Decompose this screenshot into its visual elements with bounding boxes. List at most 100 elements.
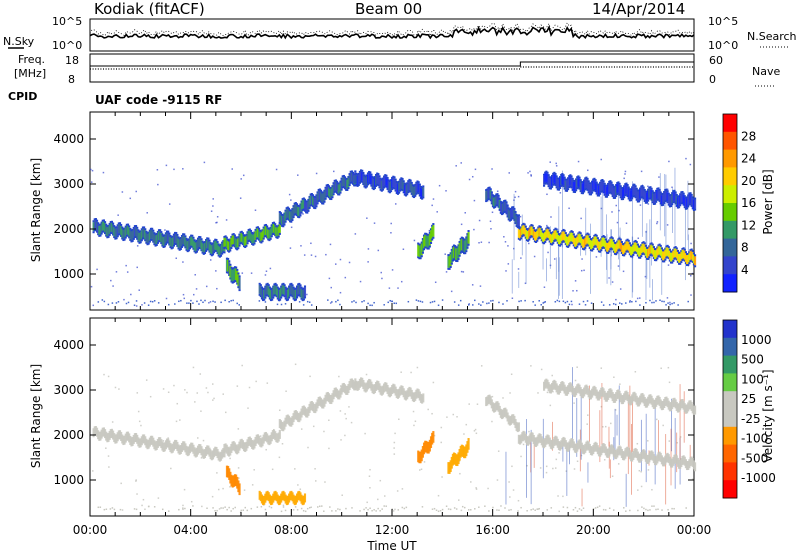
echo-edge — [279, 287, 282, 290]
ground-point — [111, 507, 114, 509]
ground-point — [198, 303, 200, 305]
scatter-point — [586, 423, 588, 425]
ground-point — [381, 508, 383, 510]
scatter-point — [622, 270, 625, 273]
ground-point — [449, 508, 452, 511]
scatter-point — [623, 177, 625, 180]
echo-cell — [361, 377, 364, 387]
scatter-point — [175, 420, 178, 423]
echo-cell — [595, 389, 598, 399]
echo-edge — [503, 210, 506, 213]
echo-cell — [581, 183, 585, 193]
echo-edge — [594, 244, 597, 247]
echo-cell — [656, 189, 659, 199]
echo-edge — [575, 189, 578, 192]
echo-edge — [350, 170, 353, 173]
echo-cell — [246, 233, 249, 243]
echo-edge — [229, 263, 232, 266]
echo-edge — [489, 188, 492, 191]
echo-cell — [529, 227, 532, 237]
echo-cell — [644, 452, 647, 462]
echo-band — [417, 223, 435, 260]
echo-cell — [508, 210, 511, 220]
echo-cell — [640, 393, 643, 403]
echo-cell — [365, 176, 368, 186]
echo-edge — [275, 284, 278, 287]
echo-cell — [257, 435, 261, 445]
echo-cell — [353, 175, 356, 185]
echo-edge — [378, 175, 381, 178]
ground-point — [564, 301, 567, 304]
scatter-point — [530, 175, 532, 177]
echo-cell — [603, 184, 606, 194]
echo-edge — [282, 282, 285, 285]
scatter-point — [491, 395, 494, 398]
scatter-point — [194, 274, 196, 276]
echo-edge — [618, 237, 621, 240]
echo-edge — [391, 177, 394, 180]
echo-cell — [227, 259, 230, 272]
scatter-point — [170, 467, 172, 470]
echo-cell — [116, 432, 119, 442]
scatter-point — [91, 169, 94, 172]
echo-cell — [640, 452, 643, 462]
ground-point — [97, 301, 100, 303]
echo-cell — [363, 382, 366, 392]
scatter-point — [215, 221, 217, 224]
echo-cell — [617, 389, 620, 399]
echo-edge — [641, 184, 644, 187]
echo-cell — [407, 182, 410, 192]
echo-cell — [421, 240, 424, 252]
echo-cell — [620, 243, 623, 253]
echo-edge — [420, 255, 423, 258]
scatter-point — [207, 391, 209, 394]
echo-cell — [673, 397, 676, 407]
echo-cell — [604, 446, 607, 456]
scatter-point — [576, 460, 579, 463]
echo-cell — [185, 239, 188, 249]
echo-cell — [593, 179, 596, 189]
echo-edge — [260, 241, 263, 244]
echo-cell — [114, 434, 117, 444]
echo-edge — [199, 236, 202, 239]
echo-cell — [521, 226, 524, 236]
scatter-point — [491, 168, 493, 170]
echo-cell — [274, 431, 277, 441]
echo-edge — [274, 223, 277, 226]
echo-edge — [224, 235, 227, 238]
echo-cell — [518, 229, 522, 239]
echo-cell — [99, 225, 102, 235]
scatter-point — [182, 168, 184, 170]
echo-edge — [380, 189, 383, 192]
ground-point — [568, 303, 571, 306]
echo-edge — [554, 238, 557, 241]
echo-edge — [219, 243, 223, 246]
ground-point — [149, 300, 152, 303]
echo-cell — [556, 385, 559, 395]
echo-cell — [520, 228, 523, 238]
echo-cell — [260, 494, 264, 504]
echo-edge — [683, 195, 686, 198]
echo-cell — [183, 235, 186, 245]
echo-cell — [635, 243, 638, 253]
echo-edge — [596, 194, 599, 197]
echo-edge — [145, 241, 148, 244]
echo-edge — [262, 237, 265, 240]
echo-cell — [651, 451, 654, 461]
echo-cell — [631, 246, 634, 256]
echo-cell — [573, 388, 577, 398]
echo-cell — [428, 439, 431, 452]
echo-edge — [284, 220, 287, 223]
scatter-point — [562, 495, 564, 498]
echo-edge — [579, 243, 582, 246]
echo-cell — [684, 253, 687, 263]
scatter-point — [487, 487, 489, 490]
echo-edge — [690, 248, 693, 251]
echo-edge — [357, 183, 360, 186]
ground-point — [240, 509, 242, 512]
echo-cell — [311, 402, 315, 412]
ground-point — [284, 303, 287, 305]
echo-cell — [653, 399, 657, 409]
echo-cell — [179, 445, 182, 455]
echo-cell — [147, 233, 150, 243]
